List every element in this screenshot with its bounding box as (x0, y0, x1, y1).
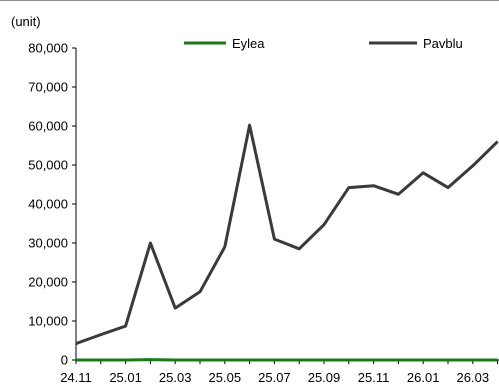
axes (75, 48, 499, 361)
y-tick-label: 0 (61, 353, 68, 368)
x-tick-label: 25.05 (209, 370, 242, 385)
x-tick-label: 25.03 (159, 370, 192, 385)
y-tick-label: 60,000 (28, 119, 68, 134)
y-tick-label: 80,000 (28, 41, 68, 56)
y-unit-label: (unit) (11, 14, 41, 29)
y-tick-labels: 0 10,000 20,000 30,000 40,000 50,000 60,000 70,… (28, 41, 76, 368)
series-line-pavblu (76, 123, 499, 346)
x-tick-label: 25.07 (258, 370, 291, 385)
y-tick-label: 30,000 (28, 236, 68, 251)
x-tick-label: 24.11 (60, 370, 92, 385)
y-tick-label: 40,000 (28, 197, 68, 212)
legend: Eylea Pavblu (184, 36, 463, 51)
x-tick-label: 25.11 (358, 370, 390, 385)
x-tick-label: 25.01 (109, 370, 142, 385)
top-border (0, 0, 499, 1)
y-tick-label: 70,000 (28, 80, 68, 95)
y-tick-label: 20,000 (28, 275, 68, 290)
series-layer (76, 123, 499, 362)
y-tick-label: 10,000 (28, 314, 68, 329)
x-tick-label: 26.03 (457, 370, 490, 385)
legend-label-eylea: Eylea (232, 36, 265, 51)
legend-label-pavblu: Pavblu (423, 36, 463, 51)
y-tick-label: 50,000 (28, 158, 68, 173)
x-tick-label: 26.01 (407, 370, 440, 385)
x-tick-label: 25.09 (308, 370, 341, 385)
x-tick-labels: 24.11 25.01 25.03 25.05 25.07 25.09 25.11 26.01… (60, 360, 499, 385)
